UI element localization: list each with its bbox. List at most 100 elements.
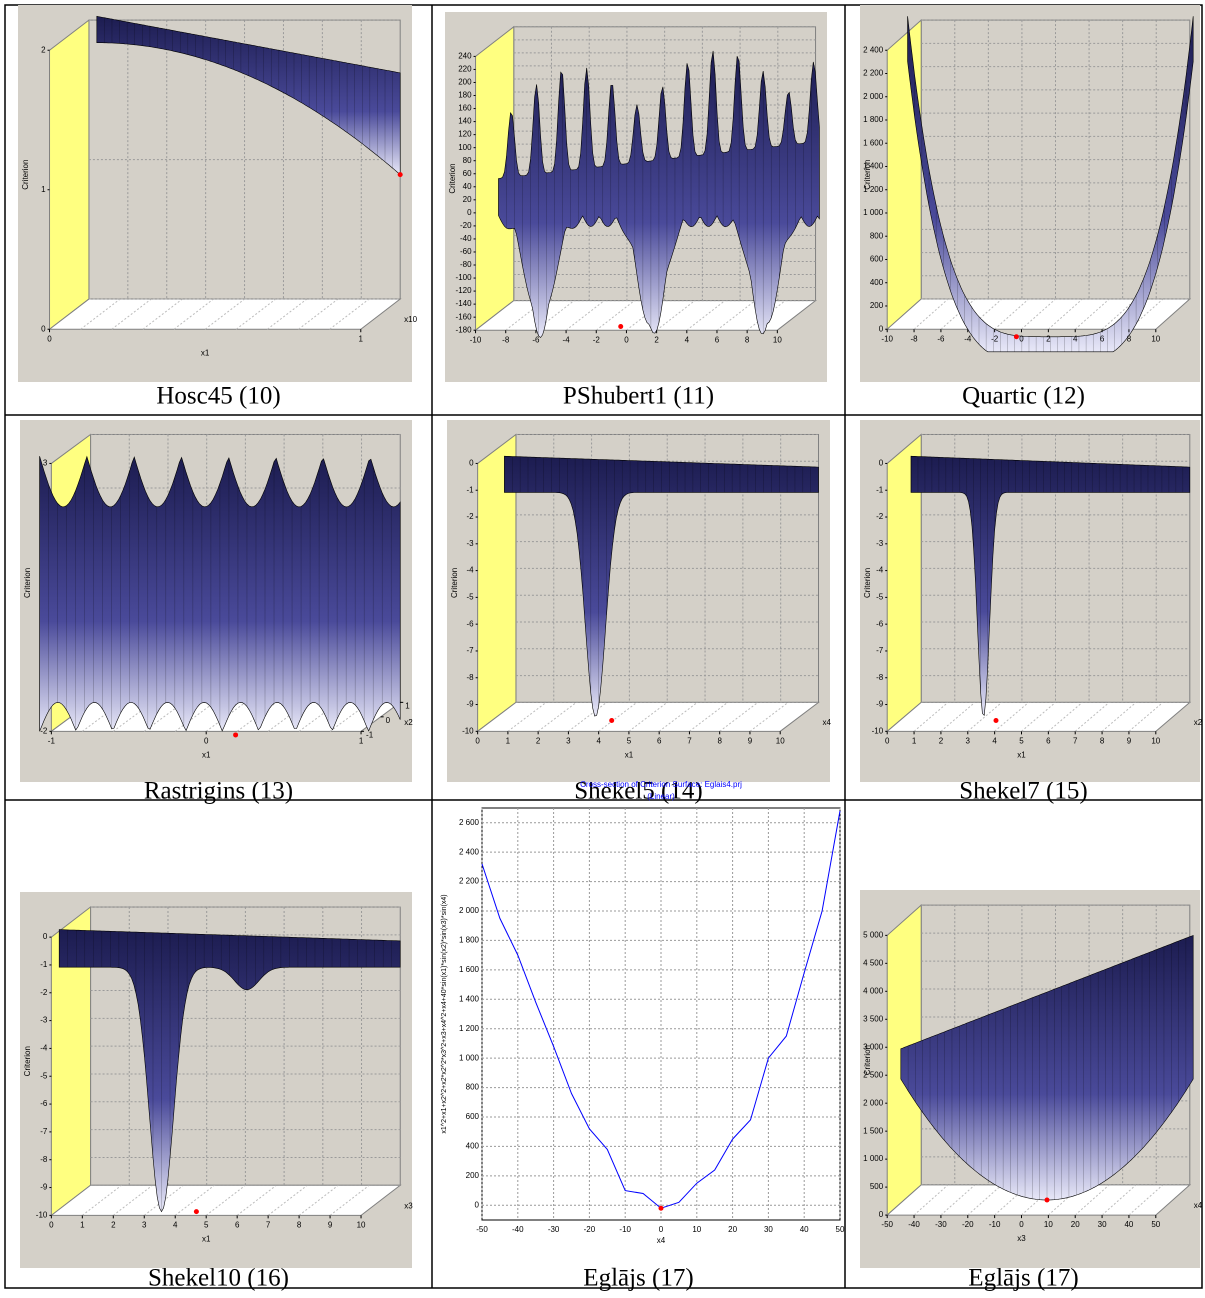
x-axis-label: x3 bbox=[1017, 1234, 1026, 1243]
y-tick-label: 40 bbox=[463, 182, 472, 191]
minimum-marker bbox=[609, 718, 614, 723]
y-axis-label: Criterion bbox=[23, 568, 32, 598]
y-tick-label: 0 bbox=[879, 459, 884, 468]
x-tick-label: -10 bbox=[619, 1225, 631, 1234]
x-tick-label: 9 bbox=[748, 736, 753, 745]
x-tick-label: 0 bbox=[659, 1225, 664, 1234]
y-tick-label: -40 bbox=[460, 234, 472, 243]
x-tick-label: 10 bbox=[773, 335, 782, 344]
y-tick-label: 1 000 bbox=[863, 1154, 884, 1163]
y-tick-label: -100 bbox=[456, 273, 473, 282]
x-tick-label: 4 bbox=[1073, 334, 1078, 343]
x-axis-label: x4 bbox=[657, 1236, 666, 1245]
y-tick-label: -6 bbox=[467, 619, 475, 628]
surface-plot: -10-9-8-7-6-5-4-3-2-10Criterion012345678… bbox=[20, 892, 413, 1268]
x-tick-label: 9 bbox=[328, 1220, 333, 1229]
y-tick-label: 0 bbox=[475, 1200, 480, 1209]
y-tick-label: 2 400 bbox=[459, 847, 480, 856]
x-tick-label: -50 bbox=[476, 1225, 488, 1234]
z-axis-label: x2 bbox=[1194, 718, 1203, 727]
caption: PShubert1 (11) bbox=[563, 383, 714, 410]
y-tick-label: 0 bbox=[467, 208, 472, 217]
z-tick-label: 0 bbox=[386, 716, 391, 725]
minimum-marker bbox=[1045, 1197, 1050, 1202]
x-tick-label: 3 bbox=[142, 1220, 147, 1229]
x-tick-label: 0 bbox=[1019, 1220, 1024, 1229]
y-tick-label: 2 600 bbox=[459, 818, 480, 827]
x-tick-label: 7 bbox=[687, 736, 692, 745]
z-axis-label: x10 bbox=[404, 315, 417, 324]
floor bbox=[887, 702, 1190, 731]
caption: Quartic (12) bbox=[962, 383, 1085, 410]
y-tick-label: 0 bbox=[43, 932, 48, 941]
y-tick-label: -140 bbox=[456, 299, 473, 308]
y-tick-label: 1 800 bbox=[459, 936, 480, 945]
x-tick-label: -4 bbox=[563, 335, 571, 344]
y-tick-label: -5 bbox=[40, 1071, 48, 1080]
y-tick-label: 100 bbox=[458, 143, 472, 152]
y-tick-label: -4 bbox=[876, 566, 884, 575]
x-tick-label: 0 bbox=[1019, 334, 1024, 343]
x-tick-label: 2 bbox=[1046, 334, 1051, 343]
y-tick-label: 0 bbox=[879, 1210, 884, 1219]
x-tick-label: 10 bbox=[1151, 334, 1160, 343]
y-tick-label: 140 bbox=[458, 117, 472, 126]
y-tick-label: -10 bbox=[872, 726, 884, 735]
y-tick-label: 240 bbox=[458, 52, 472, 61]
caption: Eglājs (17) bbox=[968, 1265, 1078, 1292]
y-tick-label: -4 bbox=[467, 566, 475, 575]
y-axis-label: Criterion bbox=[21, 160, 30, 190]
x-tick-label: -50 bbox=[881, 1220, 893, 1229]
surface-plot: -10-9-8-7-6-5-4-3-2-10Criterion012345678… bbox=[447, 420, 832, 782]
x-tick-label: 2 bbox=[111, 1220, 116, 1229]
x-tick-label: 40 bbox=[800, 1225, 809, 1234]
y-tick-label: -60 bbox=[460, 247, 472, 256]
y-tick-label: 2 000 bbox=[863, 92, 884, 101]
y-tick-label: 60 bbox=[463, 169, 472, 178]
x-tick-label: -40 bbox=[908, 1220, 920, 1229]
x-tick-label: 4 bbox=[992, 736, 997, 745]
y-tick-label: -8 bbox=[876, 673, 884, 682]
y-tick-label: -3 bbox=[876, 539, 884, 548]
y-tick-label: -4 bbox=[40, 1044, 48, 1053]
y-tick-label: -10 bbox=[36, 1210, 48, 1219]
y-tick-label: -8 bbox=[467, 673, 475, 682]
x-tick-label: 3 bbox=[966, 736, 971, 745]
line-chart: Cross-section of Criterion Surface: Egla… bbox=[441, 780, 845, 1245]
x-tick-label: 2 bbox=[654, 335, 659, 344]
x-tick-label: 0 bbox=[624, 335, 629, 344]
y-tick-label: 600 bbox=[466, 1112, 480, 1121]
y-tick-label: 180 bbox=[458, 91, 472, 100]
x-tick-label: 9 bbox=[1127, 736, 1132, 745]
y-tick-label: 2 000 bbox=[459, 906, 480, 915]
y-tick-label: 0 bbox=[469, 459, 474, 468]
y-tick-label: 4 000 bbox=[863, 986, 884, 995]
x-tick-label: 0 bbox=[885, 736, 890, 745]
surface-plot: 012Criterion01x1x10 bbox=[18, 5, 418, 382]
x-tick-label: 2 bbox=[536, 736, 541, 745]
x-tick-label: -20 bbox=[584, 1225, 596, 1234]
x-tick-label: 2 bbox=[939, 736, 944, 745]
y-tick-label: 800 bbox=[466, 1083, 480, 1092]
side-wall bbox=[887, 20, 921, 329]
minimum-marker bbox=[1014, 334, 1019, 339]
minimum-marker bbox=[994, 718, 999, 723]
x-tick-label: -2 bbox=[593, 335, 601, 344]
caption: Shekel10 (16) bbox=[148, 1265, 289, 1292]
surface-plot: 02004006008001 0001 2001 4001 6001 8002 … bbox=[860, 5, 1200, 382]
y-tick-label: 0 bbox=[879, 324, 884, 333]
side-wall bbox=[50, 20, 89, 329]
minimum-marker bbox=[618, 324, 623, 329]
y-tick-label: -2 bbox=[876, 512, 884, 521]
y-tick-label: -6 bbox=[40, 1099, 48, 1108]
x-tick-label: 6 bbox=[1046, 736, 1051, 745]
x-tick-label: 5 bbox=[627, 736, 632, 745]
y-tick-label: 800 bbox=[870, 231, 884, 240]
y-tick-label: 120 bbox=[458, 130, 472, 139]
x-tick-label: 8 bbox=[1127, 334, 1132, 343]
y-tick-label: -5 bbox=[876, 592, 884, 601]
x-tick-label: 10 bbox=[692, 1225, 701, 1234]
x-tick-label: -30 bbox=[548, 1225, 560, 1234]
y-tick-label: 1 500 bbox=[863, 1126, 884, 1135]
x-tick-label: 1 bbox=[359, 334, 364, 343]
